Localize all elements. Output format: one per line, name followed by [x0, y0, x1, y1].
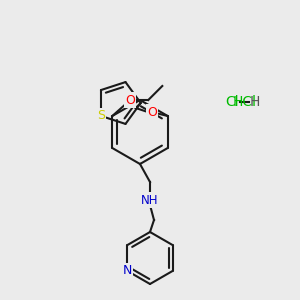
Text: H: H: [250, 95, 260, 109]
Text: Cl: Cl: [225, 95, 239, 109]
Text: HCl: HCl: [233, 95, 257, 109]
Text: NH: NH: [141, 194, 159, 206]
Text: N: N: [123, 265, 132, 278]
Text: O: O: [147, 106, 157, 118]
Text: S: S: [97, 110, 105, 122]
Text: O: O: [125, 94, 135, 106]
